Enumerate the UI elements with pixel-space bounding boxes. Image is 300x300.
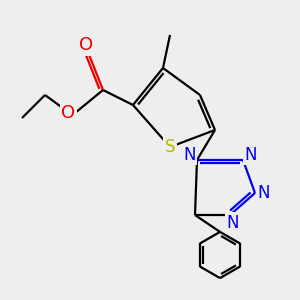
Text: O: O <box>80 36 94 54</box>
Text: S: S <box>165 138 175 156</box>
Text: N: N <box>257 184 270 202</box>
Text: N: N <box>244 146 257 164</box>
Text: O: O <box>61 104 76 122</box>
Text: N: N <box>227 214 239 232</box>
Text: N: N <box>183 146 196 164</box>
